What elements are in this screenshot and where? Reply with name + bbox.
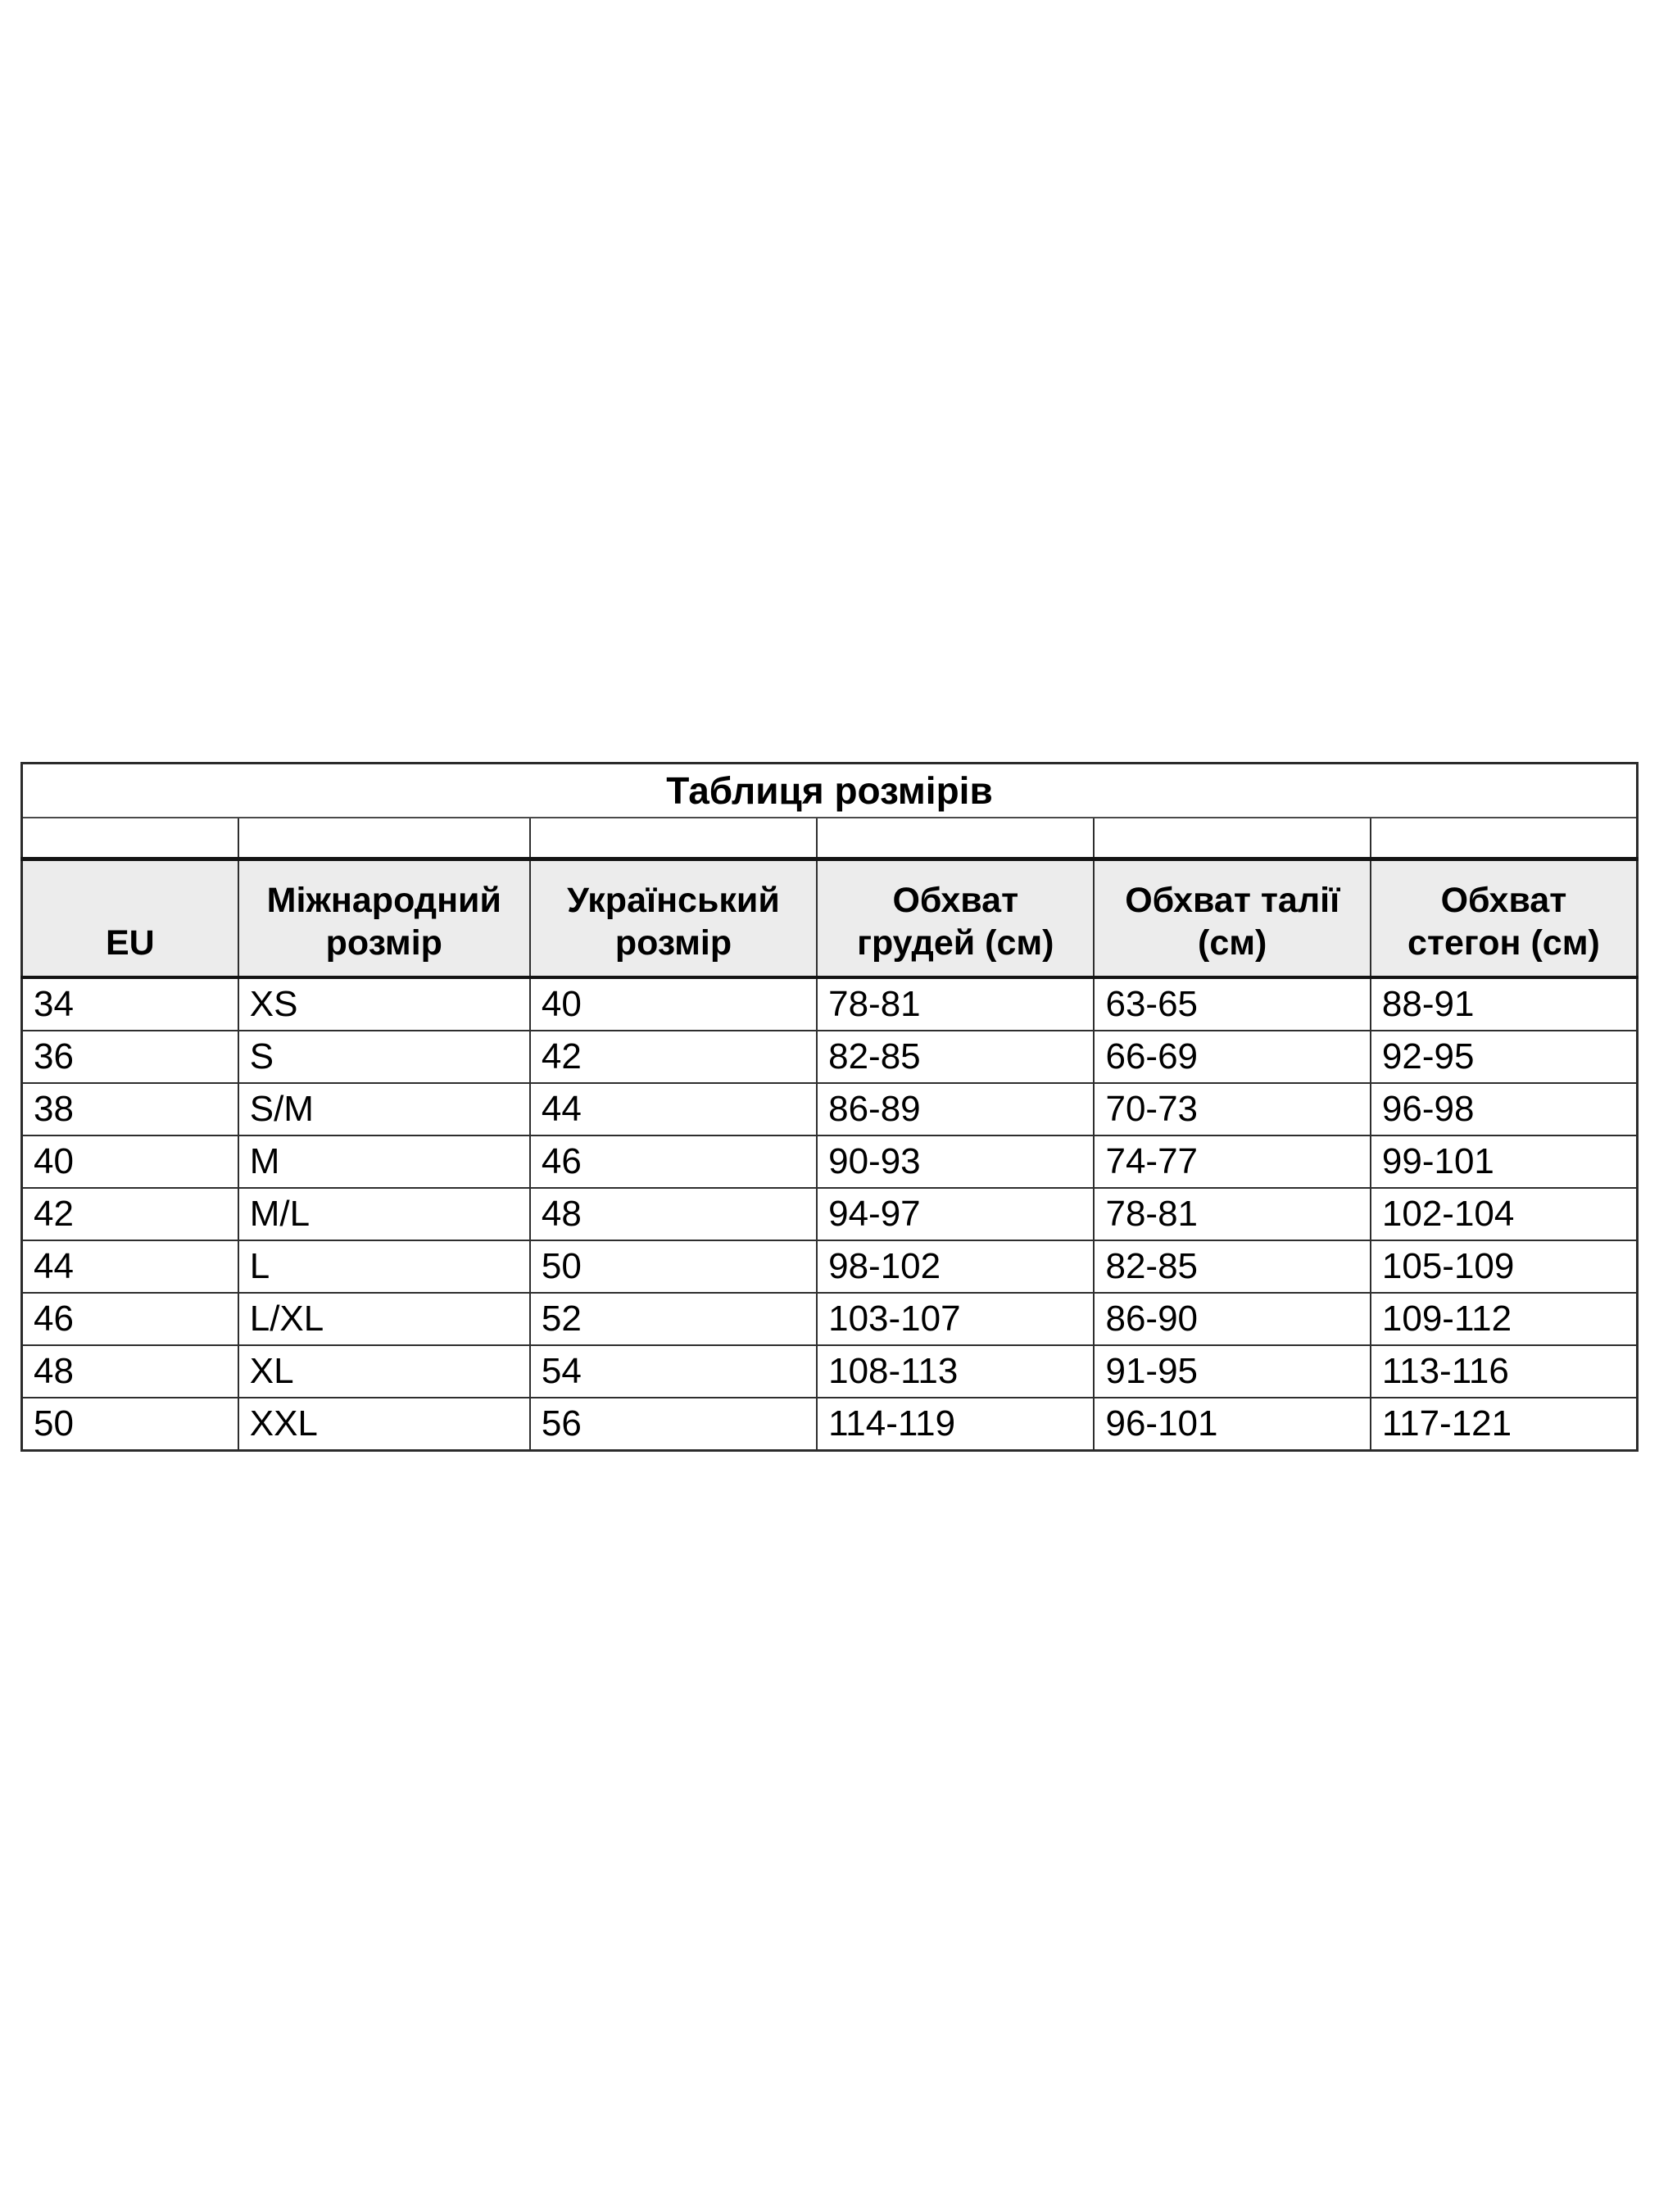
table-title: Таблиця розмірів bbox=[20, 762, 1639, 818]
table-cell: 48 bbox=[528, 1187, 818, 1241]
spacer-row bbox=[20, 817, 1639, 860]
table-cell: 103-107 bbox=[816, 1292, 1095, 1346]
table-cell: 90-93 bbox=[816, 1135, 1095, 1189]
table-cell: 63-65 bbox=[1093, 977, 1371, 1031]
table-cell: 99-101 bbox=[1369, 1135, 1639, 1189]
table-title-row: Таблиця розмірів bbox=[20, 762, 1639, 818]
table-cell: 74-77 bbox=[1093, 1135, 1371, 1189]
table-cell: XS bbox=[237, 977, 531, 1031]
table-cell: 96-101 bbox=[1093, 1397, 1371, 1452]
table-cell: 66-69 bbox=[1093, 1030, 1371, 1084]
spacer-cell bbox=[816, 817, 1095, 860]
table-row: 44 L 50 98-102 82-85 105-109 bbox=[20, 1240, 1639, 1294]
table-cell: XL bbox=[237, 1344, 531, 1398]
table-cell: 96-98 bbox=[1369, 1082, 1639, 1136]
table-cell: 70-73 bbox=[1093, 1082, 1371, 1136]
table-cell: 46 bbox=[528, 1135, 818, 1189]
table-cell: 52 bbox=[528, 1292, 818, 1346]
header-waist: Обхват талії (см) bbox=[1093, 857, 1371, 979]
table-cell: 82-85 bbox=[1093, 1240, 1371, 1294]
spacer-cell bbox=[528, 817, 818, 860]
spacer-cell bbox=[1369, 817, 1639, 860]
table-cell: 78-81 bbox=[1093, 1187, 1371, 1241]
table-cell: L/XL bbox=[237, 1292, 531, 1346]
table-row: 48 XL 54 108-113 91-95 113-116 bbox=[20, 1344, 1639, 1398]
table-cell: 98-102 bbox=[816, 1240, 1095, 1294]
table-cell: 50 bbox=[20, 1397, 239, 1452]
size-table: Таблиця розмірів EU Міжнародний розмір У… bbox=[20, 762, 1639, 1452]
table-cell: 86-89 bbox=[816, 1082, 1095, 1136]
table-cell: 82-85 bbox=[816, 1030, 1095, 1084]
table-row: 46 L/XL 52 103-107 86-90 109-112 bbox=[20, 1292, 1639, 1346]
table-row: 40 M 46 90-93 74-77 99-101 bbox=[20, 1135, 1639, 1189]
table-cell: L bbox=[237, 1240, 531, 1294]
header-ukrainian-size: Український розмір bbox=[528, 857, 818, 979]
table-cell: 40 bbox=[20, 1135, 239, 1189]
spacer-cell bbox=[1093, 817, 1371, 860]
table-row: 34 XS 40 78-81 63-65 88-91 bbox=[20, 977, 1639, 1031]
table-cell: 108-113 bbox=[816, 1344, 1095, 1398]
table-cell: 48 bbox=[20, 1344, 239, 1398]
header-chest: Обхват грудей (см) bbox=[816, 857, 1095, 979]
table-cell: 42 bbox=[528, 1030, 818, 1084]
spacer-cell bbox=[237, 817, 531, 860]
table-cell: 50 bbox=[528, 1240, 818, 1294]
table-row: 50 XXL 56 114-119 96-101 117-121 bbox=[20, 1397, 1639, 1452]
header-eu: EU bbox=[20, 857, 239, 979]
header-row: EU Міжнародний розмір Український розмір… bbox=[20, 857, 1639, 979]
table-cell: XXL bbox=[237, 1397, 531, 1452]
table-cell: M/L bbox=[237, 1187, 531, 1241]
table-cell: 36 bbox=[20, 1030, 239, 1084]
table-cell: 40 bbox=[528, 977, 818, 1031]
table-cell: 38 bbox=[20, 1082, 239, 1136]
table-cell: 91-95 bbox=[1093, 1344, 1371, 1398]
table-cell: 113-116 bbox=[1369, 1344, 1639, 1398]
table-cell: 46 bbox=[20, 1292, 239, 1346]
table-cell: 114-119 bbox=[816, 1397, 1095, 1452]
table-cell: S bbox=[237, 1030, 531, 1084]
table-row: 36 S 42 82-85 66-69 92-95 bbox=[20, 1030, 1639, 1084]
header-hips: Обхват стегон (см) bbox=[1369, 857, 1639, 979]
table-cell: 44 bbox=[528, 1082, 818, 1136]
table-cell: 105-109 bbox=[1369, 1240, 1639, 1294]
table-cell: 56 bbox=[528, 1397, 818, 1452]
table-cell: 109-112 bbox=[1369, 1292, 1639, 1346]
spacer-cell bbox=[20, 817, 239, 860]
header-international-size: Міжнародний розмір bbox=[237, 857, 531, 979]
table-cell: 117-121 bbox=[1369, 1397, 1639, 1452]
table-row: 42 M/L 48 94-97 78-81 102-104 bbox=[20, 1187, 1639, 1241]
table-cell: 86-90 bbox=[1093, 1292, 1371, 1346]
table-cell: 42 bbox=[20, 1187, 239, 1241]
table-cell: 44 bbox=[20, 1240, 239, 1294]
table-row: 38 S/M 44 86-89 70-73 96-98 bbox=[20, 1082, 1639, 1136]
table-cell: 34 bbox=[20, 977, 239, 1031]
table-cell: 78-81 bbox=[816, 977, 1095, 1031]
table-body: 34 XS 40 78-81 63-65 88-91 36 S 42 82-85 66-69 92-9… bbox=[20, 977, 1639, 1452]
table-cell: M bbox=[237, 1135, 531, 1189]
table-cell: 102-104 bbox=[1369, 1187, 1639, 1241]
table-cell: 54 bbox=[528, 1344, 818, 1398]
table-cell: 88-91 bbox=[1369, 977, 1639, 1031]
table-cell: 94-97 bbox=[816, 1187, 1095, 1241]
table-cell: S/M bbox=[237, 1082, 531, 1136]
table-cell: 92-95 bbox=[1369, 1030, 1639, 1084]
